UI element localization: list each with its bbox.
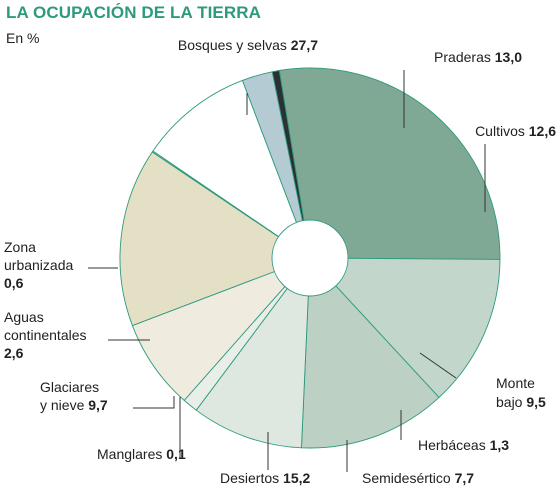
slice-label: Manglares 0,1 [97, 446, 186, 462]
slice-desiertos [119, 151, 311, 327]
slice-glaciares-y-nieve [152, 79, 311, 260]
slice-value: 15,2 [279, 470, 310, 486]
slice-bosques-y-selvas [278, 67, 501, 260]
slice-label: Aguas continentales 2,6 [4, 309, 87, 361]
slice-value: 0,6 [4, 275, 24, 291]
slice-value: 27,7 [287, 37, 318, 53]
slice-value: 9,7 [84, 397, 108, 413]
slice-label: Bosques y selvas 27,7 [178, 37, 318, 53]
slice-label: Desiertos 15,2 [220, 470, 310, 486]
slice-value: 12,6 [525, 123, 556, 139]
slice-zona-urbanizada [271, 69, 311, 259]
slice-value: 0,1 [162, 446, 186, 462]
slice-praderas [308, 257, 501, 399]
slice-value: 9,5 [522, 394, 546, 410]
slice-label: Glaciares y nieve 9,7 [40, 379, 108, 413]
slice-label: Semidesértico 7,7 [362, 470, 474, 486]
slice-value: 1,3 [486, 437, 510, 453]
chart-subtitle: En % [6, 30, 40, 46]
slice-semidesértico [131, 257, 311, 402]
slice-label: Herbáceas 1,3 [418, 437, 509, 453]
leader-line [419, 352, 457, 379]
donut-hole [271, 219, 349, 297]
slice-cultivos [300, 256, 440, 449]
slice-monte-bajo [195, 256, 311, 449]
slice-value: 13,0 [491, 49, 522, 65]
slice-label: Zona urbanizada 0,6 [4, 239, 73, 291]
slice-label: Praderas 13,0 [434, 49, 522, 65]
slice-label: Monte bajo 9,5 [496, 375, 546, 410]
leader-line [133, 396, 175, 409]
slice-value: 2,6 [4, 345, 24, 361]
chart-title: LA OCUPACIÓN DE LA TIERRA [6, 3, 261, 22]
slice-label: Cultivos 12,6 [475, 123, 556, 139]
slice-value: 7,7 [451, 470, 475, 486]
